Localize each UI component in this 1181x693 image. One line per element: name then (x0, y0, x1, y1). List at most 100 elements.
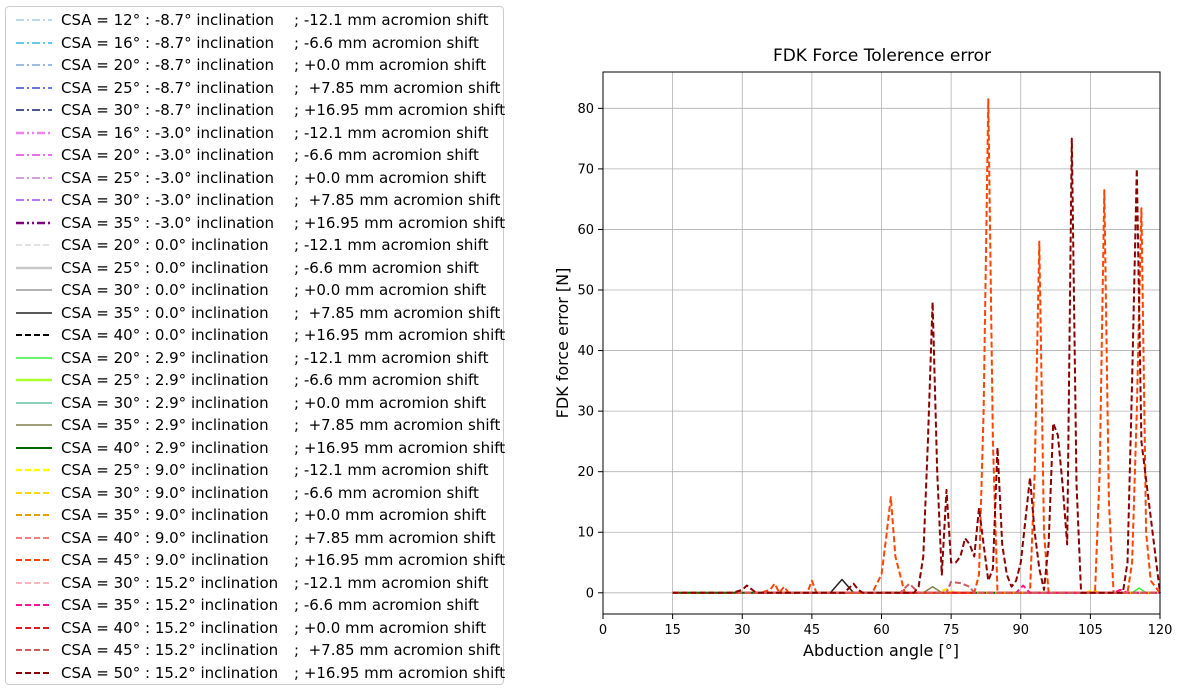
legend-label: CSA = 25° : 2.9° inclination (61, 371, 269, 389)
legend-shift-label: ; +0.0 mm acromion shift (294, 56, 487, 74)
legend-shift-label: ; +16.95 mm acromion shift (294, 438, 506, 457)
legend: CSA = 12° : -8.7° inclination ; -12.1 mm … (5, 6, 506, 685)
legend-entry: CSA = 35° : -3.0° inclination ; +16.95 mm… (14, 212, 506, 235)
legend-label: CSA = 35° : 2.9° inclination (61, 416, 269, 434)
y-tick-label: 50 (577, 284, 594, 299)
legend-swatch (16, 356, 52, 359)
legend-shift-label: ; -6.6 mm acromion shift (294, 258, 479, 277)
legend-swatch (16, 19, 52, 21)
series-line-30 (672, 137, 1161, 594)
legend-entry: CSA = 20° : 2.9° inclination ; -12.1 mm a… (14, 347, 504, 370)
legend-entry: CSA = 30° : 9.0° inclination ; -6.6 mm ac… (14, 482, 504, 505)
legend-label: CSA = 40° : 0.0° inclination (61, 326, 269, 344)
legend-label: CSA = 25° : 9.0° inclination (61, 461, 269, 479)
legend-shift-label: ; -6.6 mm acromion shift (294, 146, 479, 164)
legend-entry: CSA = 50° : 15.2° inclination ; +16.95 mm… (14, 662, 505, 685)
legend-entry: CSA = 16° : -8.7° inclination ; -6.6 mm a… (14, 32, 504, 55)
legend-swatch (16, 401, 52, 404)
legend-shift-label: ; -12.1 mm acromion shift (294, 461, 489, 479)
legend-label: CSA = 30° : 0.0° inclination (61, 281, 269, 299)
legend-label: CSA = 20° : 2.9° inclination (61, 348, 269, 367)
legend-swatch (16, 468, 52, 472)
y-tick-label: 70 (577, 162, 594, 177)
legend-label: CSA = 35° : 9.0° inclination (61, 506, 269, 524)
y-tick-label: 20 (577, 465, 594, 480)
legend-entry: CSA = 25° : -8.7° inclination ; +7.85 mm … (14, 77, 504, 100)
legend-label: CSA = 20° : -8.7° inclination (61, 56, 275, 74)
legend-entry: CSA = 35° : 2.9° inclination ; +7.85 mm a… (14, 414, 504, 437)
legend-shift-label: ; -12.1 mm acromion shift (294, 123, 489, 142)
legend-swatch (16, 649, 52, 651)
legend-entry: CSA = 25° : 9.0° inclination ; -12.1 mm a… (14, 459, 504, 482)
legend-label: CSA = 30° : -3.0° inclination (61, 191, 275, 209)
x-tick-label: 15 (664, 623, 681, 638)
legend-shift-label: ; +7.85 mm acromion shift (294, 191, 501, 209)
x-tick-label: 120 (1148, 623, 1173, 638)
legend-label: CSA = 35° : 0.0° inclination (61, 303, 269, 322)
legend-entry: CSA = 30° : 2.9° inclination ; +0.0 mm ac… (14, 392, 504, 415)
y-tick-label: 80 (577, 102, 594, 117)
legend-shift-label: ; +16.95 mm acromion shift (294, 213, 506, 232)
legend-label: CSA = 30° : 2.9° inclination (61, 393, 269, 412)
legend-swatch (16, 536, 52, 539)
x-tick-label: 30 (734, 623, 751, 638)
legend-label: CSA = 40° : 9.0° inclination (61, 528, 269, 547)
legend-label: CSA = 30° : -8.7° inclination (61, 101, 275, 119)
legend-shift-label: ; +7.85 mm acromion shift (294, 303, 501, 322)
legend-entry: CSA = 40° : 0.0° inclination ; +16.95 mm … (14, 324, 506, 347)
legend-entry: CSA = 45° : 9.0° inclination ; +16.95 mm … (14, 549, 505, 572)
legend-label: CSA = 25° : 0.0° inclination (61, 258, 269, 277)
legend-swatch (16, 244, 52, 246)
legend-shift-label: ; +7.85 mm acromion shift (294, 78, 501, 97)
legend-swatch (16, 289, 52, 291)
legend-shift-label: ; +16.95 mm acromion shift (294, 101, 506, 119)
legend-shift-label: ; -6.6 mm acromion shift (294, 371, 479, 389)
chart-title: FDK Force Tolerence error (773, 46, 991, 66)
legend-swatch (16, 154, 52, 156)
legend-entry: CSA = 25° : 0.0° inclination ; -6.6 mm ac… (14, 257, 504, 280)
legend-shift-label: ; -12.1 mm acromion shift (294, 236, 489, 254)
legend-label: CSA = 12° : -8.7° inclination (61, 11, 275, 29)
legend-entry: CSA = 35° : 0.0° inclination ; +7.85 mm a… (14, 302, 504, 325)
x-tick-label: 0 (599, 623, 607, 638)
legend-label: CSA = 25° : -3.0° inclination (61, 168, 275, 187)
legend-swatch (16, 64, 52, 66)
x-axis: 0 15 30 45 60 75 90 105 120 (599, 614, 1173, 638)
legend-shift-label: ; +0.0 mm acromion shift (294, 281, 487, 299)
legend-entry: CSA = 20° : -8.7° inclination ; +0.0 mm a… (14, 54, 504, 77)
legend-shift-label: ; -6.6 mm acromion shift (294, 596, 479, 614)
legend-entry: CSA = 12° : -8.7° inclination ; -12.1 mm … (14, 9, 504, 32)
legend-swatch (16, 671, 52, 674)
x-tick-label: 45 (804, 623, 821, 638)
y-tick-label: 0 (586, 586, 594, 601)
series-line-25 (672, 98, 1161, 594)
legend-swatch (16, 514, 52, 516)
legend-entry: CSA = 40° : 2.9° inclination ; +16.95 mm … (14, 437, 506, 460)
legend-label: CSA = 40° : 15.2° inclination (61, 618, 279, 637)
legend-swatch (16, 378, 52, 382)
legend-label: CSA = 20° : 0.0° inclination (61, 236, 269, 254)
legend-swatch (16, 41, 52, 44)
legend-entry: CSA = 25° : 2.9° inclination ; -6.6 mm ac… (14, 369, 504, 392)
legend-swatch (16, 424, 52, 426)
legend-swatch (16, 131, 52, 134)
legend-swatch (16, 311, 52, 314)
legend-swatch (16, 604, 52, 606)
legend-shift-label: ; +0.0 mm acromion shift (294, 168, 487, 187)
legend-swatch (16, 199, 52, 201)
legend-shift-label: ; +16.95 mm acromion shift (294, 326, 506, 344)
x-tick-label: 75 (943, 623, 960, 638)
legend-entry: CSA = 30° : 0.0° inclination ; +0.0 mm ac… (14, 279, 504, 302)
legend-entry: CSA = 45° : 15.2° inclination ; +7.85 mm … (14, 639, 504, 662)
series-line-29 (672, 580, 1160, 594)
legend-shift-label: ; +7.85 mm acromion shift (294, 641, 501, 659)
legend-entry: CSA = 20° : -3.0° inclination ; -6.6 mm a… (14, 144, 504, 167)
legend-label: CSA = 25° : -8.7° inclination (61, 78, 275, 97)
legend-label: CSA = 50° : 15.2° inclination (61, 663, 279, 682)
legend-label: CSA = 30° : 9.0° inclination (61, 483, 269, 502)
legend-entry: CSA = 35° : 9.0° inclination ; +0.0 mm ac… (14, 504, 504, 527)
legend-entry: CSA = 25° : -3.0° inclination ; +0.0 mm a… (14, 167, 504, 190)
legend-entry: CSA = 16° : -3.0° inclination ; -12.1 mm … (14, 122, 504, 145)
legend-entry: CSA = 35° : 15.2° inclination ; -6.6 mm a… (14, 594, 504, 617)
